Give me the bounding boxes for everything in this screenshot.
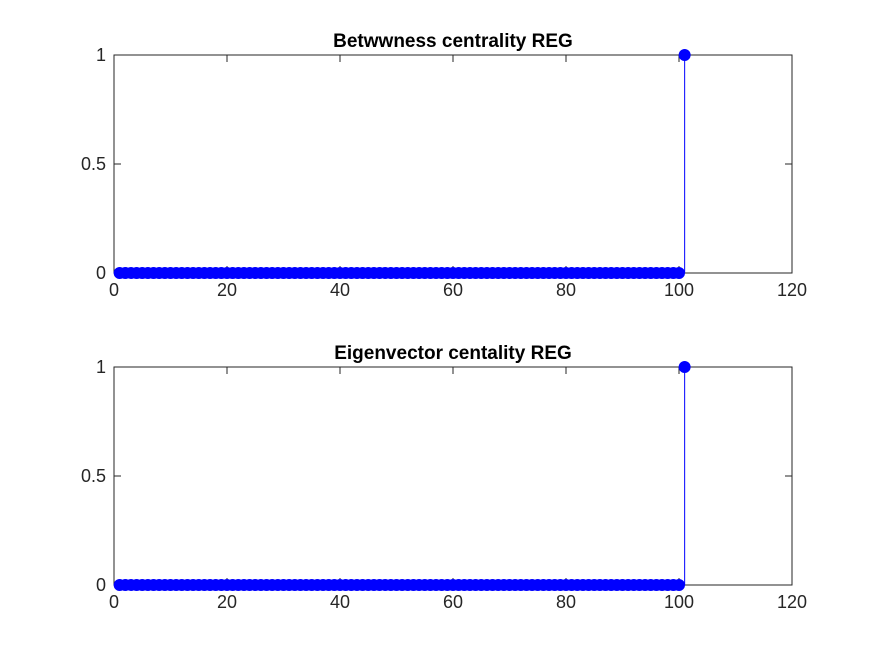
chart-betweenness: Betwwness centrality REG 0 20 40 60 80 100 120… xyxy=(81,31,807,300)
stem-marker xyxy=(678,49,691,61)
x-tick-label: 20 xyxy=(217,280,237,300)
x-tick-label: 80 xyxy=(556,592,576,612)
ticks: 0 20 40 60 80 100 120 0 0.5 1 xyxy=(81,45,807,300)
x-tick-label: 100 xyxy=(664,592,694,612)
chart-title: Eigenvector centality REG xyxy=(334,343,572,364)
axes-box xyxy=(113,54,793,274)
y-tick-label: 0 xyxy=(96,575,106,595)
x-tick-label: 120 xyxy=(777,280,807,300)
markers xyxy=(113,49,691,279)
chart-title: Betwwness centrality REG xyxy=(333,31,573,52)
x-tick-label: 60 xyxy=(443,592,463,612)
y-tick-label: 1 xyxy=(96,45,106,65)
y-tick-label: 1 xyxy=(96,357,106,377)
y-tick-label: 0.5 xyxy=(81,466,106,486)
x-tick-label: 20 xyxy=(217,592,237,612)
x-tick-label: 120 xyxy=(777,592,807,612)
stem-marker xyxy=(678,361,691,373)
x-tick-label: 60 xyxy=(443,280,463,300)
stem-marker xyxy=(673,579,685,591)
markers xyxy=(113,361,691,591)
stem-marker xyxy=(673,267,685,279)
x-tick-label: 80 xyxy=(556,280,576,300)
x-tick-label: 0 xyxy=(109,280,119,300)
ticks: 0 20 40 60 80 100 120 0 0.5 1 xyxy=(81,357,807,612)
x-tick-label: 40 xyxy=(330,592,350,612)
x-tick-label: 0 xyxy=(109,592,119,612)
x-tick-label: 40 xyxy=(330,280,350,300)
y-tick-label: 0.5 xyxy=(81,154,106,174)
chart-eigenvector: Eigenvector centality REG 0 20 40 60 80 100 12… xyxy=(81,343,807,612)
axes-box xyxy=(113,366,793,586)
x-tick-label: 100 xyxy=(664,280,694,300)
y-tick-label: 0 xyxy=(96,263,106,283)
